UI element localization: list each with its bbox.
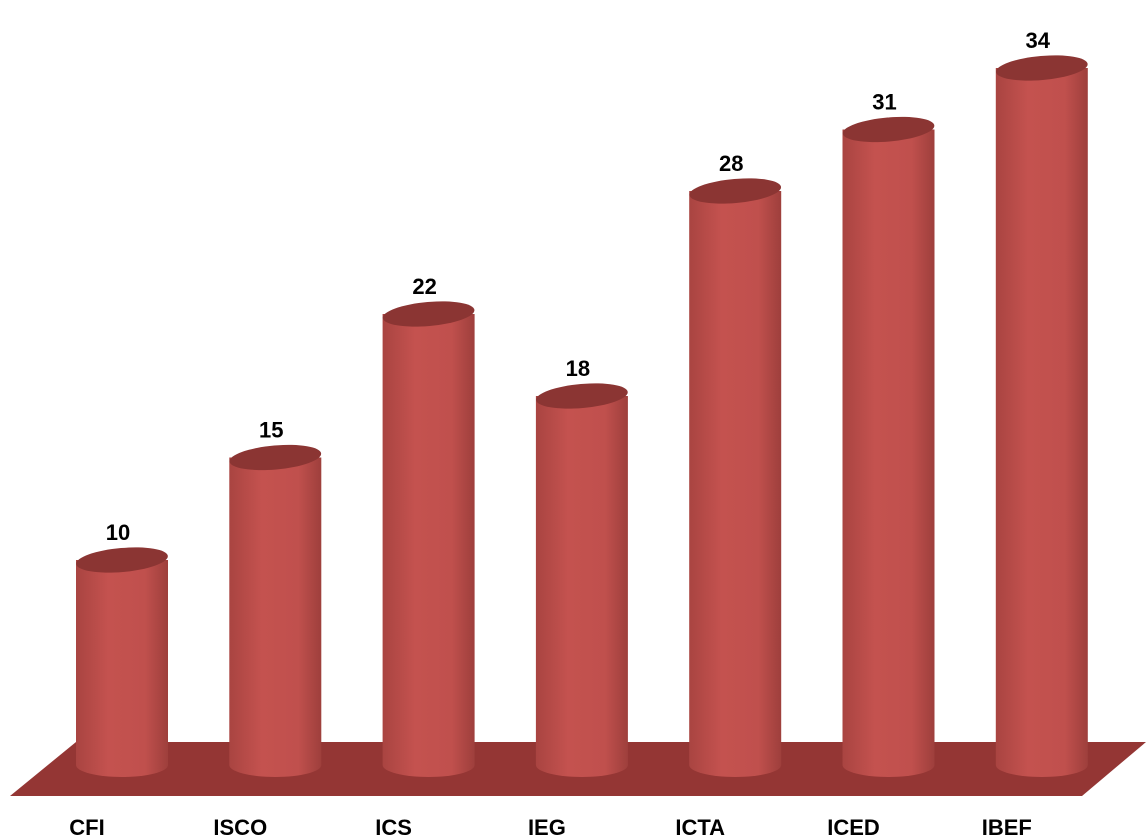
x-tick-label-cfi: CFI — [69, 815, 104, 840]
bar-top — [382, 301, 475, 327]
bar-body — [229, 457, 322, 777]
bar-ibef — [995, 55, 1088, 777]
bar-ics — [382, 301, 475, 777]
bar-cfi — [76, 547, 168, 777]
bar-top — [689, 178, 782, 204]
bar-body — [76, 560, 168, 777]
bar-iced — [842, 116, 935, 777]
labels-layer: 10 CFI 15 ISCO 22 ICS 18 IEG 28 ICTA 31 ICED 34 IBEF — [69, 28, 1051, 840]
bar-isco — [229, 444, 322, 777]
data-label-ibef: 34 — [1026, 28, 1051, 53]
bar-body — [535, 396, 628, 777]
x-tick-label-isco: ISCO — [213, 815, 267, 840]
bar-body — [842, 129, 935, 777]
bars-layer — [76, 55, 1088, 777]
bar-body — [689, 191, 782, 777]
x-tick-label-ics: ICS — [375, 815, 412, 840]
bar-top — [76, 547, 168, 573]
bar-body — [382, 314, 475, 777]
bar-top — [995, 55, 1088, 81]
data-label-ieg: 18 — [566, 356, 590, 381]
x-tick-label-iced: ICED — [827, 815, 880, 840]
bar-ieg — [535, 383, 628, 777]
data-label-iced: 31 — [872, 90, 896, 115]
bar-top — [536, 383, 628, 409]
data-label-isco: 15 — [259, 418, 283, 443]
data-label-icta: 28 — [719, 151, 743, 176]
bar-top — [229, 444, 322, 471]
x-tick-label-icta: ICTA — [675, 815, 725, 840]
data-label-cfi: 10 — [106, 520, 130, 545]
x-tick-label-ibef: IBEF — [982, 815, 1032, 840]
x-tick-label-ieg: IEG — [528, 815, 566, 840]
data-label-ics: 22 — [412, 274, 436, 299]
bar-icta — [689, 178, 782, 777]
bar-body — [995, 68, 1088, 777]
bar-top — [842, 116, 935, 143]
